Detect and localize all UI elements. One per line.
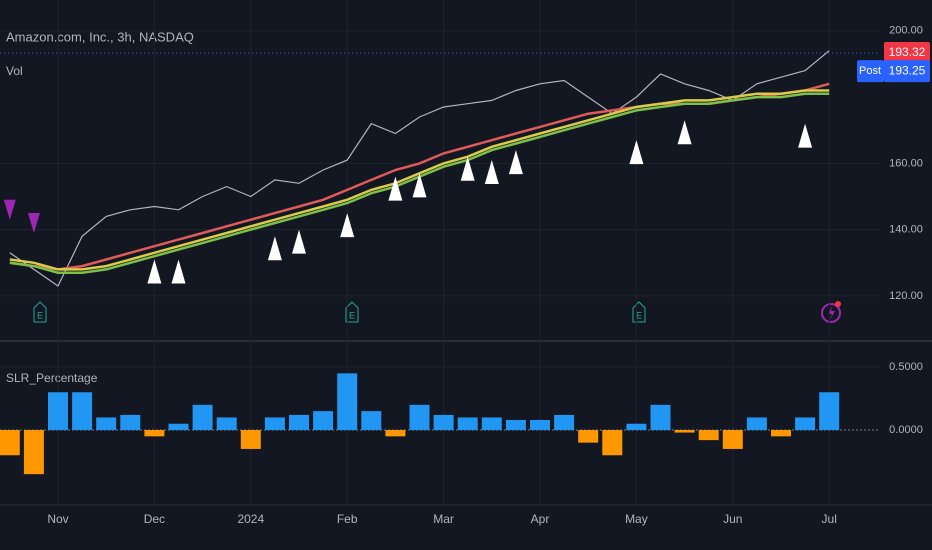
last-price-box (884, 41, 930, 64)
histogram-bar (746, 417, 767, 431)
post-tag: Post (859, 65, 881, 77)
series-line (9, 50, 830, 287)
y-tick-label: 140.00 (889, 224, 923, 236)
histogram-bar (602, 430, 623, 456)
x-tick-label: Apr (531, 512, 550, 526)
y-tick-label: 160.00 (889, 157, 923, 169)
y-tick-label: 0.5000 (889, 361, 923, 373)
histogram-bar (626, 423, 647, 431)
signal-up (147, 259, 162, 284)
histogram-bar (698, 430, 719, 441)
svg-text:E: E (37, 310, 43, 320)
histogram-bar (0, 430, 20, 456)
earnings-icons: E E E (33, 301, 841, 323)
svg-text:E: E (636, 310, 642, 320)
svg-text:E: E (349, 310, 355, 320)
histogram-bar (650, 404, 671, 431)
histogram-bar (289, 414, 309, 431)
histogram-bar (481, 417, 502, 431)
signal-up (267, 236, 282, 261)
histogram-bar (722, 430, 743, 449)
signal-up (340, 213, 355, 238)
pane-label: Vol (6, 64, 23, 78)
y-tick-label: 0.0000 (889, 424, 923, 436)
histogram-bar (554, 414, 575, 431)
histogram-bar (505, 419, 526, 431)
y-tick-label: 200.00 (889, 25, 923, 37)
signal-up (460, 156, 475, 181)
signal-up (508, 150, 523, 175)
indicator-title: SLR_Percentage (6, 371, 98, 385)
histogram-bar (385, 430, 406, 437)
post-tag-box (857, 60, 884, 83)
signal-up (629, 140, 644, 165)
signal-up (412, 173, 427, 198)
x-tick-label: Dec (144, 512, 165, 526)
signal-down (27, 212, 40, 233)
x-tick-label: Mar (433, 512, 454, 526)
signal-down (3, 199, 16, 220)
x-tick-label: 2024 (237, 512, 264, 526)
histogram-bar (819, 392, 840, 431)
histogram-bar (361, 411, 382, 431)
x-tick-label: Nov (47, 512, 68, 526)
histogram-bar (409, 404, 430, 431)
last-price-label: 193.32 (889, 45, 926, 59)
signal-up (388, 176, 403, 201)
histogram-bar (216, 417, 237, 431)
histogram-bar (120, 414, 141, 431)
histogram-bar (530, 419, 550, 431)
series-line (9, 89, 830, 271)
signal-up (677, 120, 692, 145)
histogram-bar (674, 430, 695, 433)
histogram-bar (168, 423, 189, 431)
histogram-bar (72, 392, 93, 431)
histogram-bar (433, 414, 454, 431)
histogram-bar (23, 430, 44, 475)
histogram-bar (795, 417, 816, 431)
signal-up (171, 259, 186, 284)
x-tick-label: Jun (723, 512, 742, 526)
chart-title: Amazon.com, Inc., 3h, NASDAQ (6, 29, 194, 44)
x-tick-label: Jul (822, 512, 837, 526)
histogram-bar (192, 404, 213, 431)
histogram-bar (337, 373, 358, 431)
histogram-bar (96, 417, 117, 431)
y-tick-label: 120.00 (889, 290, 923, 302)
post-price-box (884, 60, 930, 83)
histogram-bar (771, 430, 791, 437)
post-price-label: 193.25 (889, 63, 926, 77)
histogram-bar (144, 430, 165, 437)
signal-up (292, 229, 306, 254)
histogram-bar (457, 417, 478, 431)
x-tick-label: Feb (337, 512, 358, 526)
histogram-bar (48, 392, 68, 431)
histogram-bar (264, 417, 285, 431)
signal-up (484, 160, 499, 185)
histogram-bar (240, 430, 261, 449)
x-tick-label: May (625, 512, 648, 526)
signal-up (798, 123, 813, 148)
histogram-bar (578, 430, 599, 443)
histogram-bar (313, 411, 334, 431)
